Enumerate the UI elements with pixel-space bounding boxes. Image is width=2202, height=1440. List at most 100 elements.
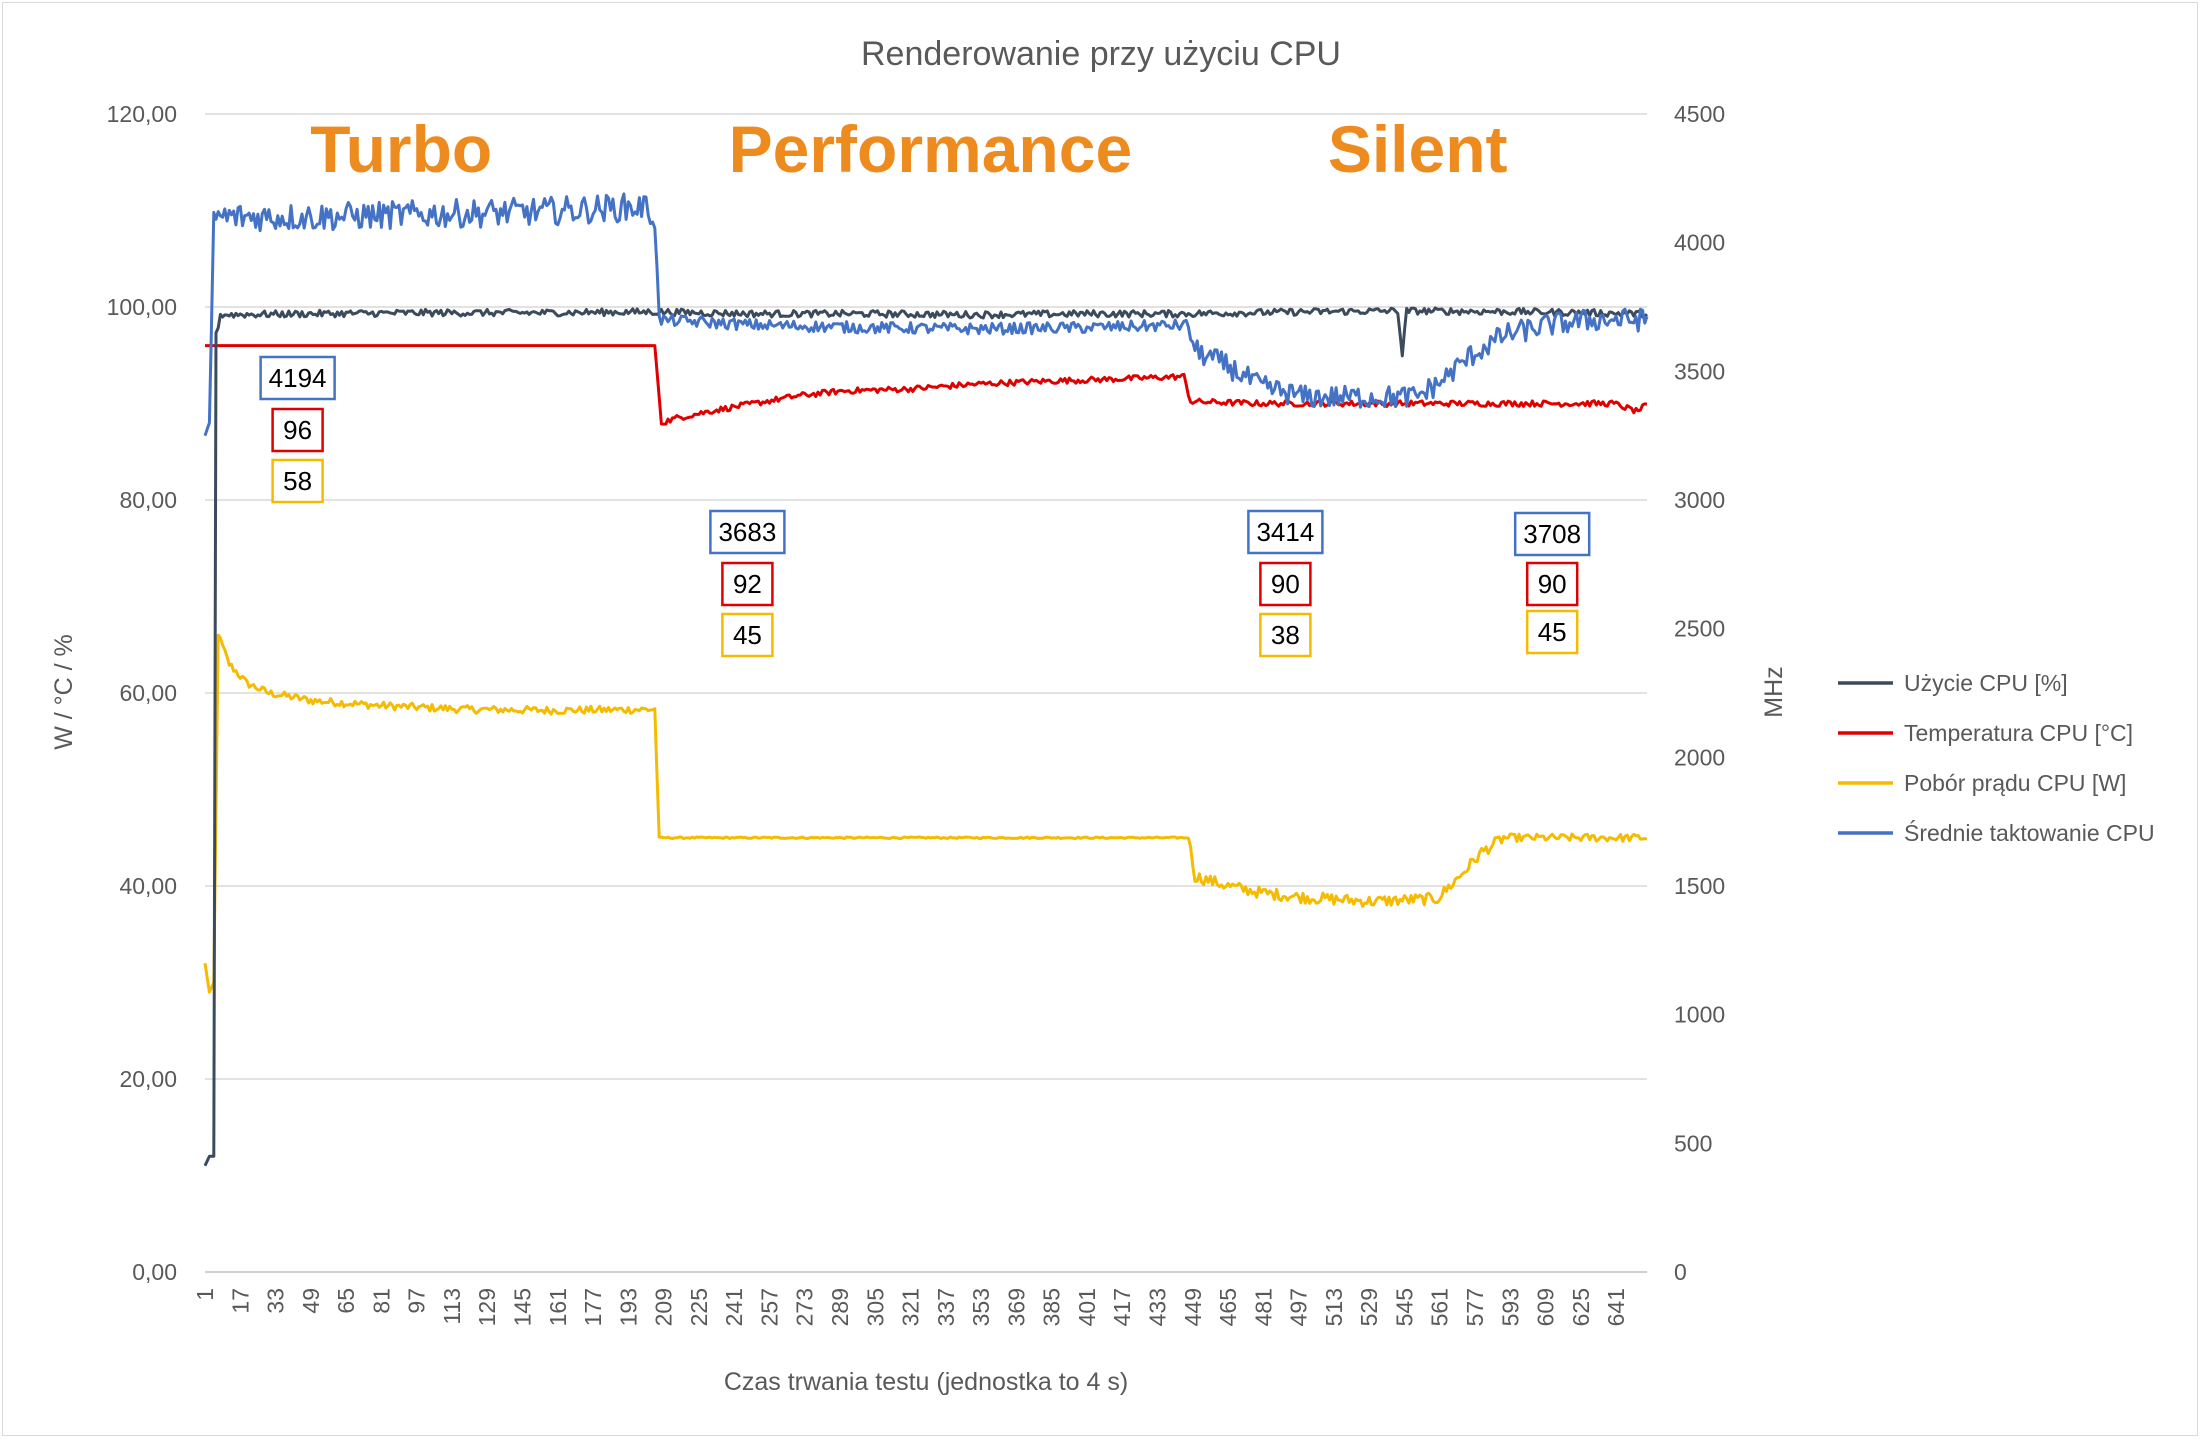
x-tick-label: 97 (404, 1288, 430, 1314)
value-box (1513, 511, 1591, 557)
value-box-label: 3683 (718, 517, 776, 547)
legend-entry: Średnie taktowanie CPU (1904, 819, 2155, 846)
x-tick-label: 609 (1533, 1288, 1559, 1326)
legend-entry: Temperatura CPU [°C] (1904, 720, 2133, 746)
x-tick-label: 449 (1180, 1288, 1206, 1326)
right-tick-label: 3500 (1674, 358, 1725, 384)
value-box (721, 561, 774, 607)
legend-entry: Pobór prądu CPU [W] (1904, 770, 2126, 796)
value-box-label: 92 (733, 569, 762, 599)
x-tick-label: 33 (263, 1288, 289, 1314)
value-box-label: 3414 (1256, 517, 1314, 547)
x-tick-label: 513 (1321, 1288, 1347, 1326)
mode-labels: Turbo Performance Silent (310, 112, 1507, 186)
x-tick-label: 81 (368, 1288, 394, 1314)
x-tick-label: 433 (1145, 1288, 1171, 1326)
series-line (203, 306, 1649, 1167)
chart-title: Renderowanie przy użyciu CPU (861, 35, 1341, 73)
grid-lines (205, 113, 1647, 1273)
value-boxes: 4194 96 58 3683 92 45 3414 90 38 3708 90 45 (259, 355, 1591, 658)
x-tick-label: 257 (756, 1288, 782, 1326)
x-tick-label: 369 (1003, 1288, 1029, 1326)
x-tick-label: 353 (968, 1288, 994, 1326)
right-tick-label: 4000 (1674, 230, 1725, 256)
legend-entry: Użycie CPU [%] (1904, 670, 2068, 696)
x-tick-label: 49 (298, 1288, 324, 1314)
value-box (259, 355, 336, 401)
right-axis-ticks: 0 500 1000 1500 2000 2500 3000 3500 4000 4500 (1674, 101, 1725, 1285)
x-tick-label: 113 (439, 1288, 465, 1325)
x-axis-ticks: 1 17 33 49 65 81 97 113 129 145 161 177 193 209 225 241… (192, 1288, 1629, 1326)
value-box (1525, 561, 1579, 607)
x-tick-label: 161 (545, 1288, 571, 1326)
x-tick-label: 193 (615, 1288, 641, 1326)
x-tick-label: 641 (1603, 1288, 1629, 1326)
right-tick-label: 0 (1674, 1259, 1687, 1285)
x-tick-label: 305 (862, 1288, 888, 1326)
x-tick-label: 577 (1462, 1288, 1488, 1326)
left-tick-label: 40,00 (119, 873, 177, 899)
mode-label: Silent (1328, 112, 1508, 186)
x-tick-label: 289 (827, 1288, 853, 1326)
right-tick-label: 1500 (1674, 873, 1725, 899)
x-tick-label: 337 (933, 1288, 959, 1326)
value-box-label: 4194 (269, 363, 327, 393)
value-box-label: 3708 (1523, 519, 1581, 549)
left-tick-label: 100,00 (107, 294, 177, 320)
x-tick-label: 593 (1497, 1288, 1523, 1326)
y-axis-label-right: MHz (1760, 666, 1788, 717)
left-tick-label: 80,00 (119, 487, 177, 513)
value-box-label: 45 (733, 620, 762, 650)
x-tick-label: 545 (1391, 1288, 1417, 1326)
series-lines (203, 192, 1649, 1167)
x-tick-label: 129 (474, 1288, 500, 1326)
value-box (271, 407, 324, 453)
x-tick-label: 17 (227, 1288, 253, 1314)
x-tick-label: 241 (721, 1288, 747, 1326)
value-box (1259, 561, 1312, 607)
left-tick-label: 0,00 (132, 1259, 177, 1285)
left-axis-ticks: 0,00 20,00 40,00 60,00 80,00 100,00 120,00 (107, 101, 177, 1285)
x-tick-label: 385 (1039, 1288, 1065, 1326)
mode-label: Turbo (310, 112, 492, 186)
legend: Użycie CPU [%] Temperatura CPU [°C] Pobór … (1838, 670, 2155, 846)
value-box (271, 458, 324, 504)
y-axis-label-left: W / °C / % (50, 634, 78, 750)
x-tick-label: 561 (1427, 1288, 1453, 1326)
value-box (1525, 609, 1579, 655)
x-tick-label: 625 (1568, 1288, 1594, 1326)
value-box-label: 38 (1271, 620, 1300, 650)
series-line (203, 192, 1649, 437)
value-box-label: 90 (1538, 569, 1567, 599)
x-axis-label: Czas trwania testu (jednostka to 4 s) (724, 1368, 1128, 1396)
left-tick-label: 120,00 (107, 101, 177, 127)
value-box-label: 58 (283, 466, 312, 496)
x-tick-label: 321 (898, 1288, 924, 1326)
x-tick-label: 417 (1109, 1288, 1135, 1326)
right-tick-label: 3000 (1674, 487, 1725, 513)
series-line (203, 633, 1648, 994)
x-tick-label: 497 (1286, 1288, 1312, 1326)
right-tick-label: 2000 (1674, 744, 1725, 770)
x-tick-label: 145 (510, 1288, 536, 1326)
x-tick-label: 481 (1250, 1288, 1276, 1326)
x-tick-label: 209 (651, 1288, 677, 1326)
right-tick-label: 2500 (1674, 616, 1725, 642)
mode-label: Performance (729, 112, 1133, 186)
left-tick-label: 60,00 (119, 680, 177, 706)
x-tick-label: 1 (192, 1288, 218, 1301)
x-tick-label: 465 (1215, 1288, 1241, 1326)
right-tick-label: 4500 (1674, 101, 1725, 127)
value-box (1259, 612, 1312, 658)
value-box (721, 612, 774, 658)
value-box-label: 90 (1271, 569, 1300, 599)
x-tick-label: 273 (792, 1288, 818, 1326)
right-tick-label: 1000 (1674, 1002, 1725, 1028)
value-box-label: 45 (1538, 617, 1567, 647)
value-box (1247, 509, 1324, 555)
x-tick-label: 529 (1356, 1288, 1382, 1326)
right-tick-label: 500 (1674, 1130, 1712, 1156)
x-tick-label: 225 (686, 1288, 712, 1326)
x-tick-label: 65 (333, 1288, 359, 1314)
